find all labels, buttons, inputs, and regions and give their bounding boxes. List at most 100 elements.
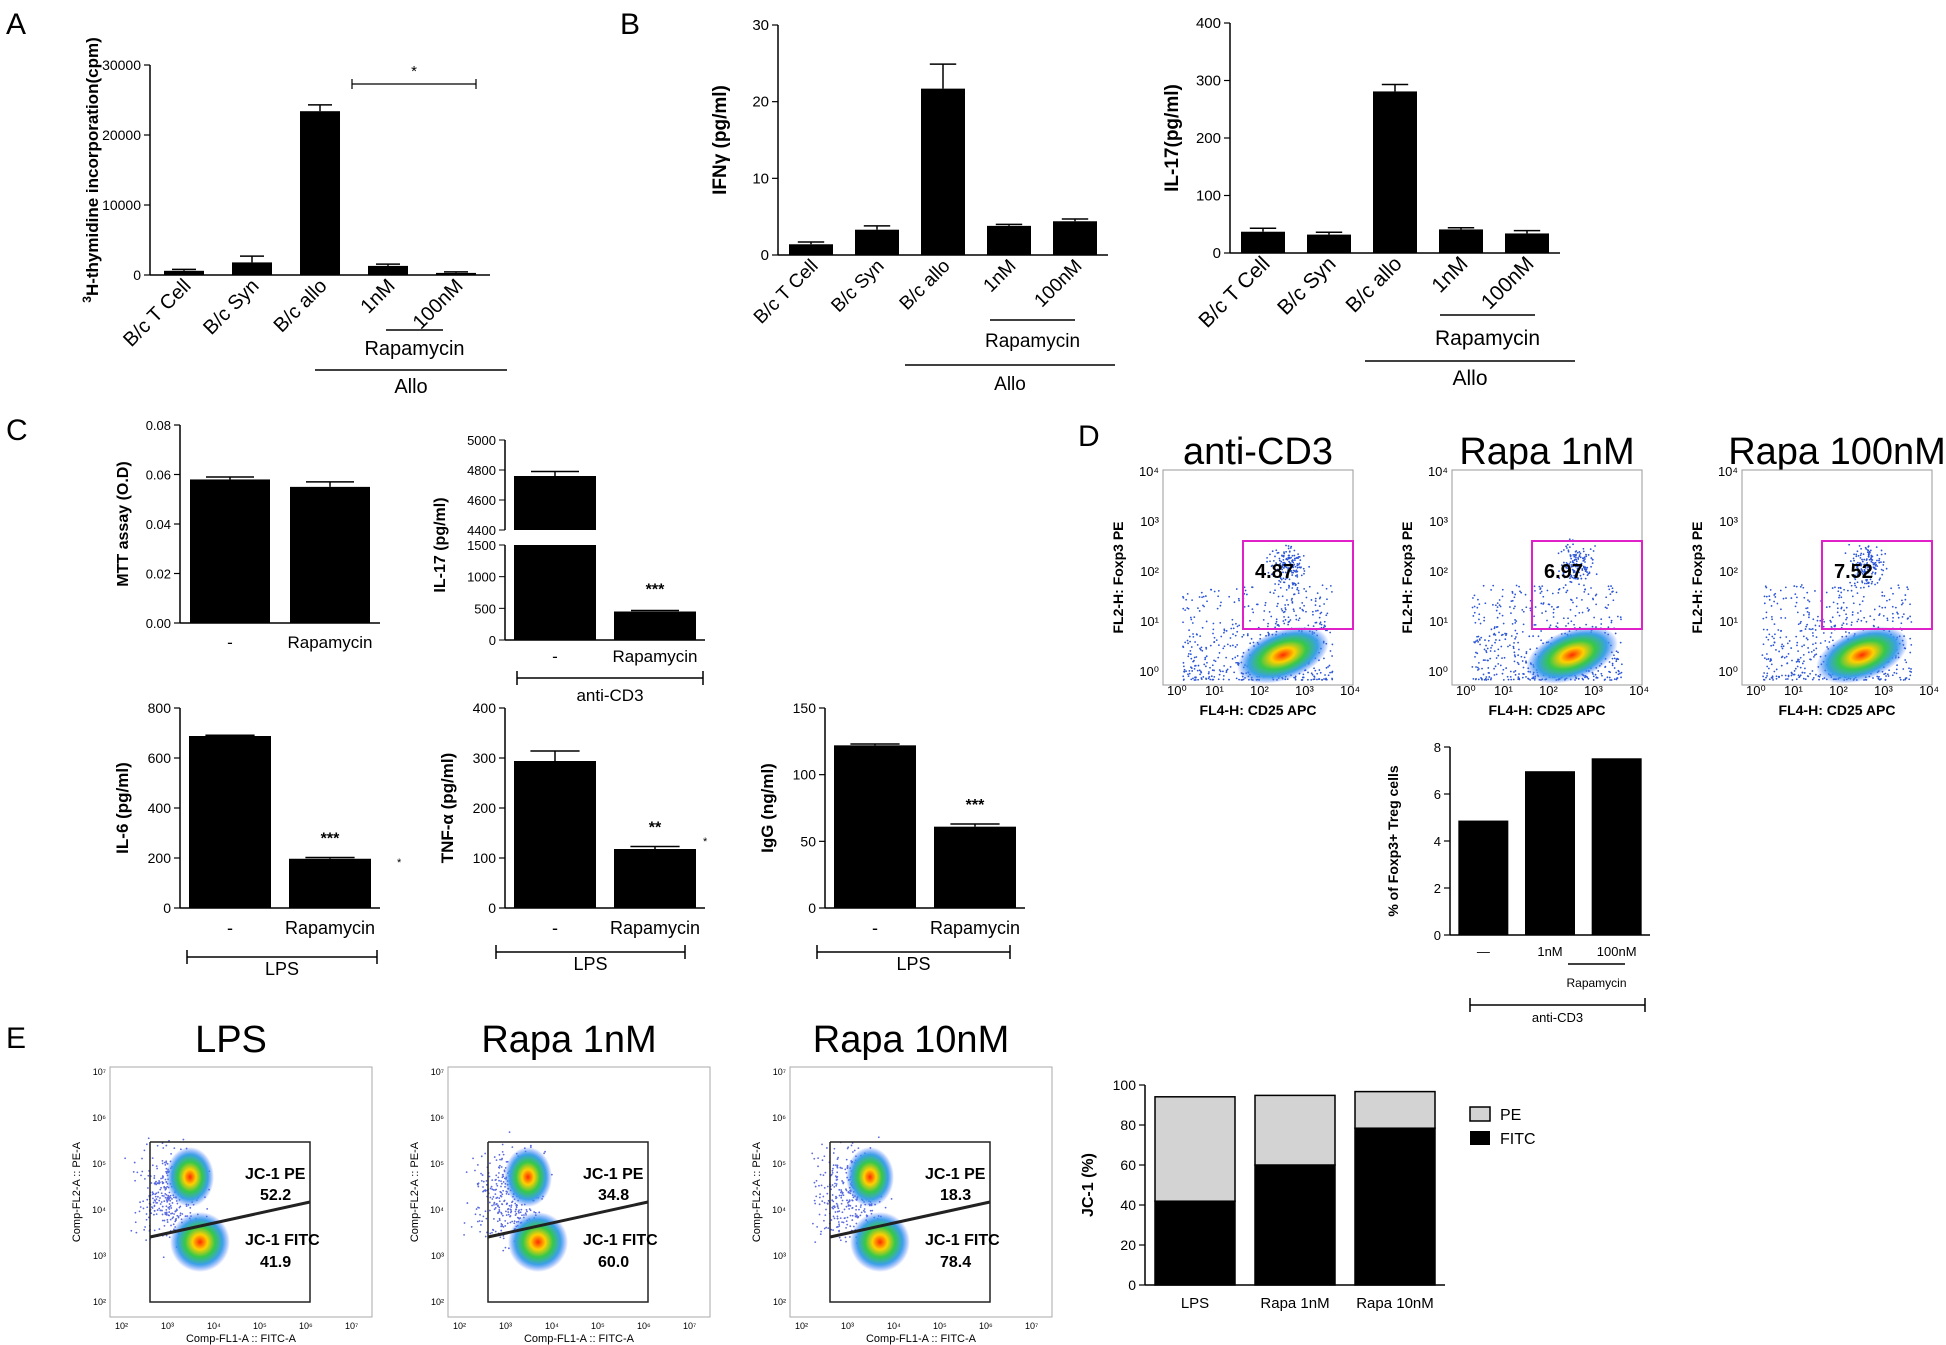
flow-event-dot bbox=[502, 1181, 505, 1183]
flow-event-dot bbox=[1236, 630, 1239, 633]
flow-event-dot bbox=[840, 1202, 843, 1205]
flow-event-dot bbox=[1558, 577, 1561, 580]
flow-event-dot bbox=[1213, 590, 1216, 593]
flow-event-dot bbox=[1217, 656, 1220, 659]
flow-event-dot bbox=[1819, 619, 1822, 622]
flow-event-dot bbox=[1792, 673, 1795, 676]
flow-event-dot bbox=[1768, 598, 1771, 601]
flow-event-dot bbox=[1811, 628, 1814, 630]
flow-event-dot bbox=[166, 1199, 169, 1202]
flow-event-dot bbox=[498, 1206, 501, 1209]
flow-event-dot bbox=[1477, 598, 1479, 601]
flow-event-dot bbox=[498, 1164, 501, 1167]
flow-event-dot bbox=[466, 1202, 469, 1204]
flow-event-dot bbox=[1544, 610, 1547, 613]
flow-event-dot bbox=[1194, 665, 1196, 667]
flow-event-dot bbox=[1281, 568, 1284, 571]
y-axis-label: IgG (ng/ml) bbox=[758, 763, 777, 853]
x-tick-label: 1nM bbox=[1427, 252, 1472, 297]
flow-event-dot bbox=[851, 1219, 854, 1221]
flow-event-dot bbox=[1287, 569, 1290, 571]
flow-event-dot bbox=[507, 1211, 510, 1213]
flow-event-dot bbox=[1325, 666, 1328, 669]
x-tick-label: 10³ bbox=[1584, 683, 1603, 698]
flow-event-dot bbox=[1870, 554, 1873, 557]
flow-event-dot bbox=[1278, 564, 1281, 566]
flow-event-dot bbox=[1777, 629, 1780, 631]
x-tick-label: 10⁶ bbox=[637, 1321, 651, 1331]
flow-event-dot bbox=[1185, 670, 1187, 673]
flow-event-dot bbox=[482, 1215, 485, 1218]
flow-event-dot bbox=[1797, 623, 1800, 626]
flow-event-dot bbox=[1595, 603, 1598, 606]
x-tick-label: - bbox=[552, 918, 558, 938]
x-tick-label: 10³ bbox=[841, 1321, 854, 1331]
flow-event-dot bbox=[480, 1179, 483, 1182]
flow-event-dot bbox=[151, 1207, 154, 1209]
flow-event-dot bbox=[1222, 674, 1225, 677]
flow-event-dot bbox=[145, 1143, 148, 1146]
flow-event-dot bbox=[1182, 661, 1185, 664]
flow-event-dot bbox=[501, 1143, 504, 1146]
flow-event-dot bbox=[1199, 647, 1201, 650]
flow-event-dot bbox=[855, 1208, 857, 1211]
flow-event-dot bbox=[167, 1194, 170, 1197]
flow-event-dot bbox=[1525, 650, 1528, 653]
flow-event-dot bbox=[158, 1199, 161, 1202]
flow-event-dot bbox=[1803, 672, 1806, 674]
flow-event-dot bbox=[172, 1223, 175, 1226]
flow-event-dot bbox=[1907, 588, 1909, 591]
flow-event-dot bbox=[154, 1200, 157, 1202]
flow-event-dot bbox=[1812, 618, 1815, 621]
flow-plot-frame bbox=[789, 1066, 1053, 1318]
flow-event-dot bbox=[1876, 554, 1879, 557]
y-tick-label: 200 bbox=[148, 850, 172, 866]
flow-event-dot bbox=[1529, 648, 1532, 651]
flow-event-dot bbox=[1780, 608, 1782, 611]
flow-event-dot bbox=[1871, 580, 1874, 583]
jc1-gate bbox=[149, 1141, 311, 1303]
flow-event-dot bbox=[1794, 605, 1797, 608]
flow-event-dot bbox=[1223, 629, 1226, 632]
flow-event-dot bbox=[1804, 628, 1807, 630]
flow-event-dot bbox=[153, 1213, 155, 1216]
flow-event-dot bbox=[1493, 626, 1496, 628]
flow-event-dot bbox=[168, 1203, 171, 1205]
bar bbox=[1505, 233, 1549, 253]
flow-event-dot bbox=[1591, 558, 1594, 561]
flow-event-dot bbox=[1303, 570, 1306, 572]
flow-event-dot bbox=[1314, 597, 1317, 600]
flow-event-dot bbox=[1302, 554, 1305, 557]
x-tick-label: 10³ bbox=[1295, 683, 1314, 698]
flow-event-dot bbox=[1525, 660, 1527, 663]
flow-event-dot bbox=[168, 1211, 171, 1213]
flow-event-dot bbox=[1297, 619, 1300, 622]
y-tick-label: 20 bbox=[752, 94, 769, 111]
bar-fitc bbox=[1254, 1164, 1336, 1286]
flow-event-dot bbox=[474, 1169, 476, 1172]
bar bbox=[290, 486, 370, 623]
flow-event-dot bbox=[1573, 623, 1575, 626]
x-axis-label: FL4-H: CD25 APC bbox=[1779, 702, 1896, 718]
bar bbox=[614, 849, 696, 908]
flow-event-dot bbox=[1565, 625, 1567, 627]
flow-event-dot bbox=[481, 1174, 484, 1176]
flow-event-dot bbox=[1187, 653, 1190, 655]
flow-event-dot bbox=[1514, 629, 1517, 632]
flow-event-dot bbox=[841, 1191, 844, 1194]
flow-event-dot bbox=[1498, 631, 1500, 634]
flow-event-dot bbox=[1287, 545, 1290, 547]
flow-event-dot bbox=[1770, 644, 1773, 647]
flow-event-dot bbox=[1291, 554, 1294, 557]
flow-event-dot bbox=[1797, 674, 1800, 677]
flow-event-dot bbox=[1573, 571, 1576, 573]
flow-event-dot bbox=[1314, 600, 1317, 602]
flow-event-dot bbox=[1564, 565, 1567, 568]
flow-event-dot bbox=[1513, 596, 1516, 599]
flow-event-dot bbox=[1607, 603, 1610, 606]
y-tick-label: 10⁵ bbox=[772, 1159, 786, 1169]
flow-event-dot bbox=[1318, 605, 1321, 608]
flow-event-dot bbox=[1882, 569, 1885, 572]
flow-event-dot bbox=[1234, 634, 1237, 637]
